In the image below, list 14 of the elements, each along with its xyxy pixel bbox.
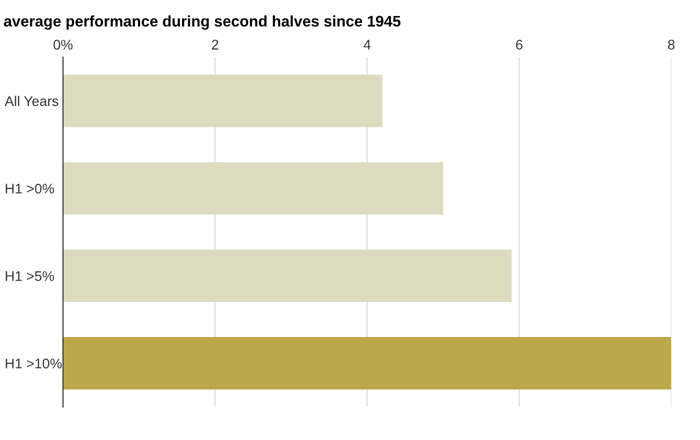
x-tick-label: 4: [364, 40, 371, 50]
y-tick-label: All Years: [4, 96, 58, 106]
bar: [63, 337, 672, 390]
bar: [63, 74, 382, 128]
x-tick-label: 6: [516, 40, 522, 50]
x-tick-label: 0%: [54, 40, 73, 50]
bar: [63, 162, 444, 215]
x-tick-label: 8: [668, 40, 675, 50]
y-tick-label: H1 >10%: [6, 358, 62, 368]
y-tick-label: H1 >0%: [6, 184, 54, 194]
x-tick-label: 2: [212, 40, 218, 50]
chart-title: average performance during second halves since 1945: [4, 15, 400, 30]
y-tick-label: H1 >5%: [6, 271, 54, 281]
bar: [63, 250, 512, 302]
